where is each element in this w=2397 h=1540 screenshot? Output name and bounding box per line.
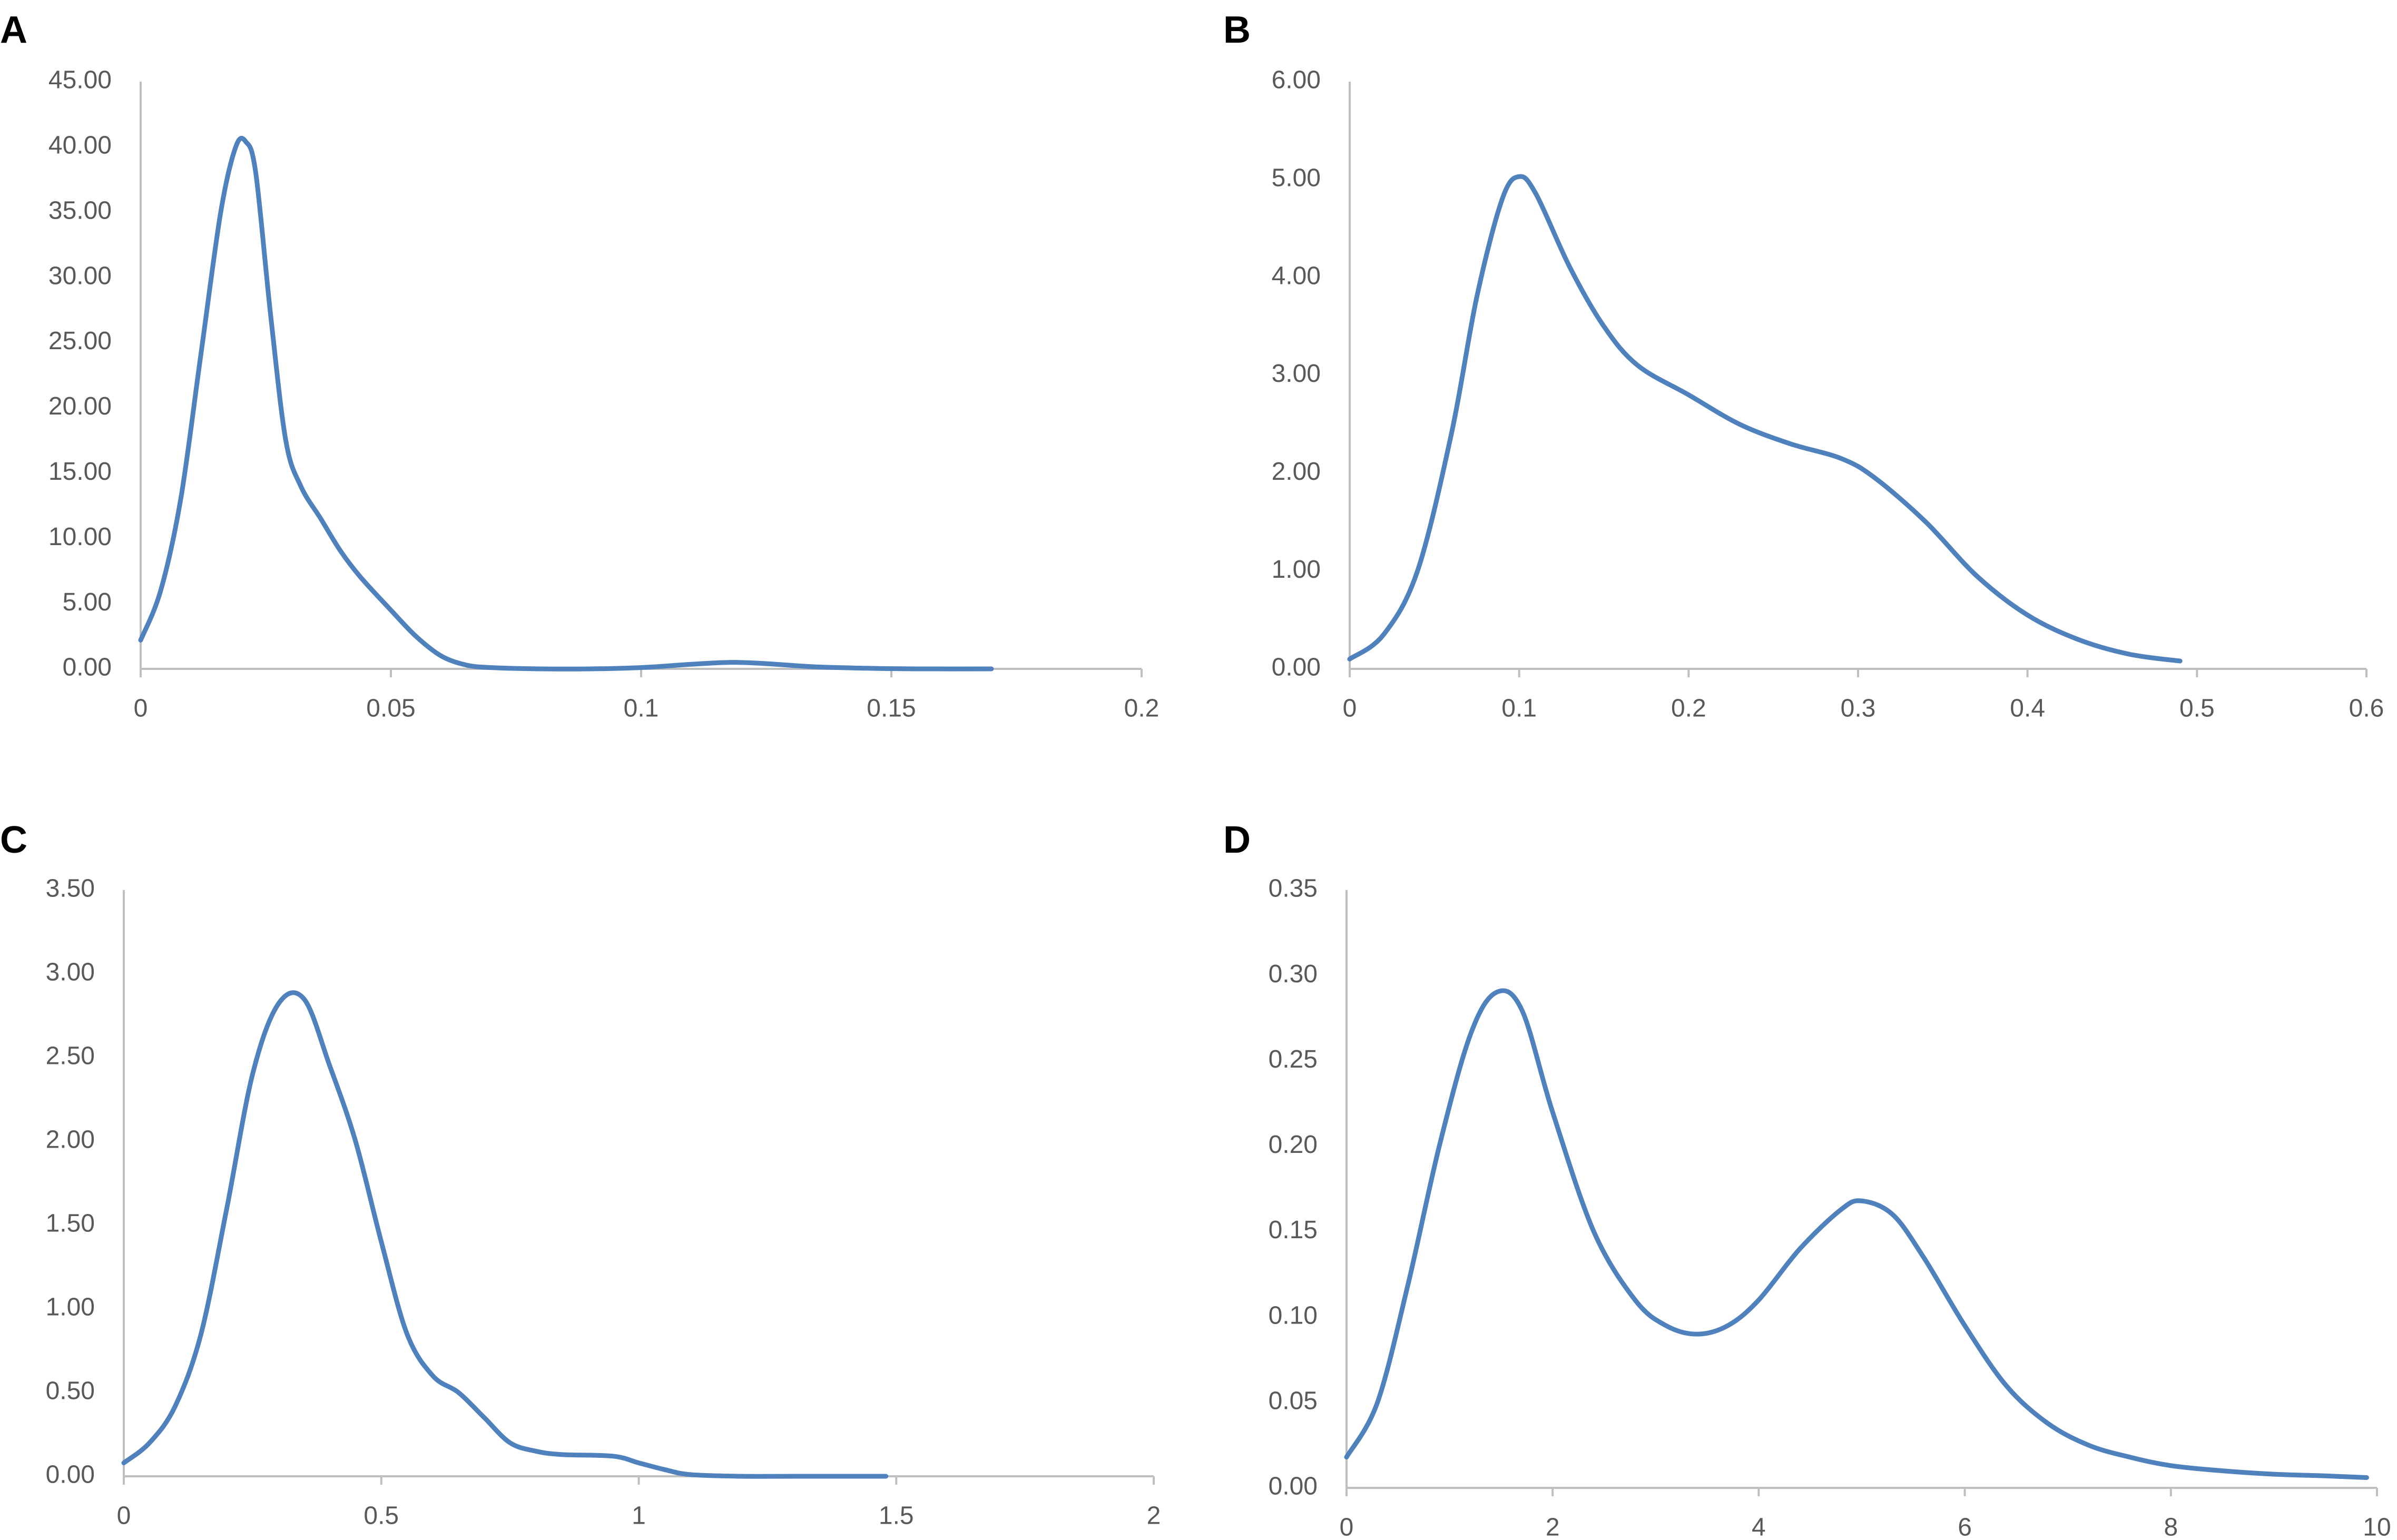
density-curve	[1344, 988, 2369, 1480]
y-tick-label: 5.00	[1272, 164, 1321, 192]
chart-panel-a: A 0.00 5.00 10.00 15.00 20.00 25.00 30.00 35.00 4…	[0, 9, 1159, 723]
x-tick-label: 10	[2363, 1514, 2391, 1540]
x-tick-label: 0.05	[366, 695, 415, 723]
x-tick-label: 1.5	[879, 1502, 914, 1530]
x-tick-label: 0.2	[1124, 695, 1160, 723]
x-tick-label: 0.15	[867, 695, 916, 723]
y-tick-label: 2.00	[1272, 458, 1321, 486]
chart-panel-b: B 0.00 1.00 2.00 3.00 4.00 5.00 6.00 0 0.1 0.2 0.3 0…	[1223, 9, 2384, 723]
y-tick-label: 0.10	[1269, 1301, 1318, 1329]
panel-label: A	[0, 9, 27, 51]
x-tick-label: 0.6	[2349, 695, 2384, 723]
x-tick-label: 0	[117, 1502, 131, 1530]
x-tick-label: 0.5	[364, 1502, 399, 1530]
chart-panels: A0.005.0010.0015.0020.0025.0030.0035.004…	[0, 9, 2391, 1540]
y-tick-label: 6.00	[1272, 66, 1321, 94]
density-curve	[121, 990, 889, 1479]
x-tick-label: 8	[2164, 1514, 2178, 1540]
y-tick-label: 5.00	[63, 588, 112, 616]
x-tick-label: 2	[1147, 1502, 1161, 1530]
y-tick-label: 0.35	[1269, 875, 1318, 903]
y-tick-label: 20.00	[48, 392, 112, 420]
y-tick-label: 0.00	[46, 1461, 95, 1489]
y-tick-label: 1.00	[46, 1294, 95, 1321]
y-tick-label: 3.00	[46, 959, 95, 986]
x-tick-label: 0	[134, 695, 148, 723]
y-tick-label: 2.00	[46, 1126, 95, 1154]
y-tick-label: 10.00	[48, 523, 112, 551]
panel-label: C	[0, 819, 27, 861]
y-tick-label: 0.15	[1269, 1216, 1318, 1244]
y-tick-label: 0.00	[1272, 654, 1321, 682]
x-tick-label: 0.3	[1841, 695, 1876, 723]
x-tick-label: 0	[1343, 695, 1357, 723]
density-curve	[138, 135, 994, 672]
x-tick-label: 4	[1752, 1514, 1766, 1540]
x-tick-label: 0.5	[2179, 695, 2215, 723]
y-tick-label: 0.05	[1269, 1387, 1318, 1415]
density-curve	[1347, 174, 2183, 664]
y-tick-label: 0.20	[1269, 1131, 1318, 1159]
y-tick-label: 1.50	[46, 1210, 95, 1238]
y-tick-label: 35.00	[48, 196, 112, 224]
x-tick-label: 0.1	[1501, 695, 1537, 723]
y-tick-label: 40.00	[48, 132, 112, 160]
x-tick-label: 0	[1340, 1514, 1354, 1540]
x-tick-label: 0.4	[2010, 695, 2045, 723]
y-tick-label: 0.30	[1269, 960, 1318, 988]
y-tick-label: 25.00	[48, 327, 112, 355]
panel-label: D	[1223, 819, 1251, 861]
x-tick-label: 0.2	[1671, 695, 1706, 723]
chart-panel-c: C 0.00 0.50 1.00 1.50 2.00 2.50 3.00 3.50 0 0.5 1 1.…	[0, 819, 1161, 1530]
y-tick-label: 45.00	[48, 66, 112, 94]
panel-label: B	[1223, 9, 1251, 51]
y-tick-label: 1.00	[1272, 556, 1321, 584]
y-tick-label: 2.50	[46, 1042, 95, 1070]
y-tick-label: 0.25	[1269, 1045, 1318, 1073]
x-tick-label: 6	[1958, 1514, 1972, 1540]
chart-panel-d: D 0.00 0.05 0.10 0.15 0.20 0.25 0.30 0.35 0 2 4 6 8 10	[1223, 819, 2391, 1540]
x-tick-label: 0.1	[624, 695, 659, 723]
y-tick-label: 15.00	[48, 458, 112, 486]
y-tick-label: 4.00	[1272, 262, 1321, 290]
y-tick-label: 0.00	[1269, 1473, 1318, 1500]
y-tick-label: 3.00	[1272, 360, 1321, 388]
y-tick-label: 0.50	[46, 1377, 95, 1405]
y-tick-label: 30.00	[48, 262, 112, 290]
x-tick-label: 1	[632, 1502, 646, 1530]
x-tick-label: 2	[1546, 1514, 1560, 1540]
y-tick-label: 0.00	[63, 654, 112, 682]
y-tick-label: 3.50	[46, 875, 95, 903]
